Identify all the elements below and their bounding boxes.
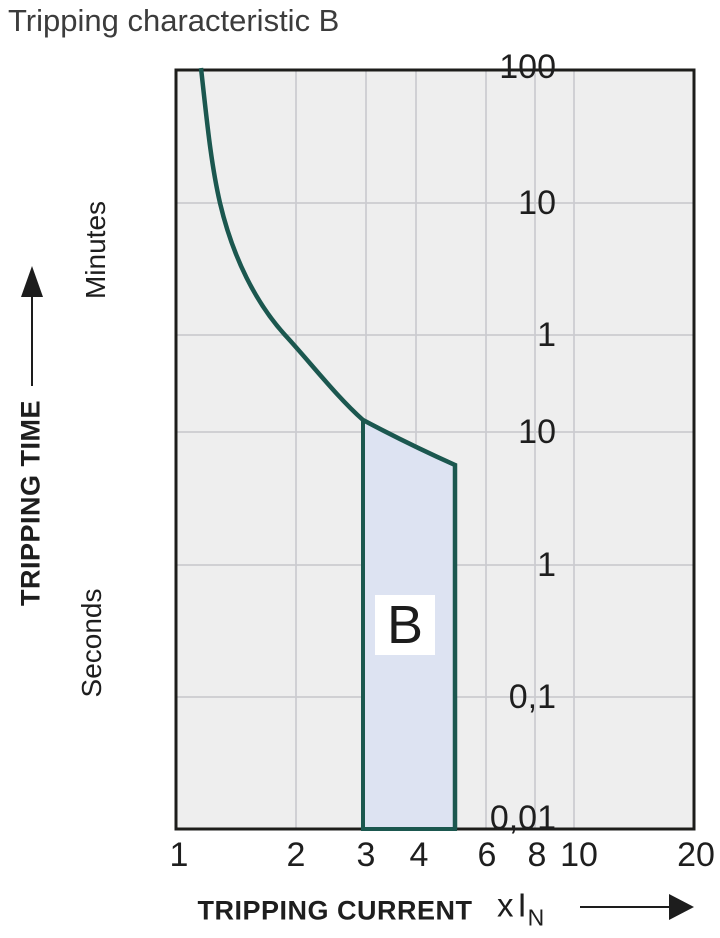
y-axis-title: TRIPPING TIME xyxy=(15,399,46,607)
x-axis-tick-label: 1 xyxy=(169,836,189,874)
band-label: B xyxy=(386,595,424,655)
x-unit-current-symbol: I xyxy=(517,886,527,924)
x-axis-title: TRIPPING CURRENT xyxy=(197,895,473,926)
y-axis-tick-label: 0,01 xyxy=(489,799,556,837)
y-axis-tick-label: 10 xyxy=(518,413,556,451)
x-axis-tick-label: 8 xyxy=(527,836,547,874)
x-unit-prefix: x xyxy=(497,886,514,924)
x-axis-unit: x IN xyxy=(497,889,544,930)
page-title: Tripping characteristic B xyxy=(8,3,340,38)
x-axis-tick-label: 20 xyxy=(677,836,715,874)
y-axis-tick-label: 1 xyxy=(537,546,556,584)
x-axis-tick-label: 3 xyxy=(356,836,376,874)
minutes-section-label: Minutes xyxy=(80,200,111,300)
right-arrow-icon xyxy=(669,894,694,920)
x-axis-tick-label: 2 xyxy=(286,836,306,874)
y-axis-tick-label: 10 xyxy=(518,184,556,222)
y-axis-tick-label: 100 xyxy=(499,48,556,86)
up-arrow-icon xyxy=(21,266,43,297)
n-subscript: N xyxy=(527,904,545,931)
seconds-section-label: Seconds xyxy=(76,588,107,698)
y-axis-tick-label: 0,1 xyxy=(508,678,556,716)
band-label-box: B xyxy=(375,595,435,655)
x-axis-tick-label: 4 xyxy=(409,836,429,874)
y-axis-tick-label: 1 xyxy=(537,316,556,354)
tripping-curve xyxy=(198,67,458,829)
x-axis-tick-label: 10 xyxy=(560,836,598,874)
x-axis-tick-label: 6 xyxy=(477,836,497,874)
